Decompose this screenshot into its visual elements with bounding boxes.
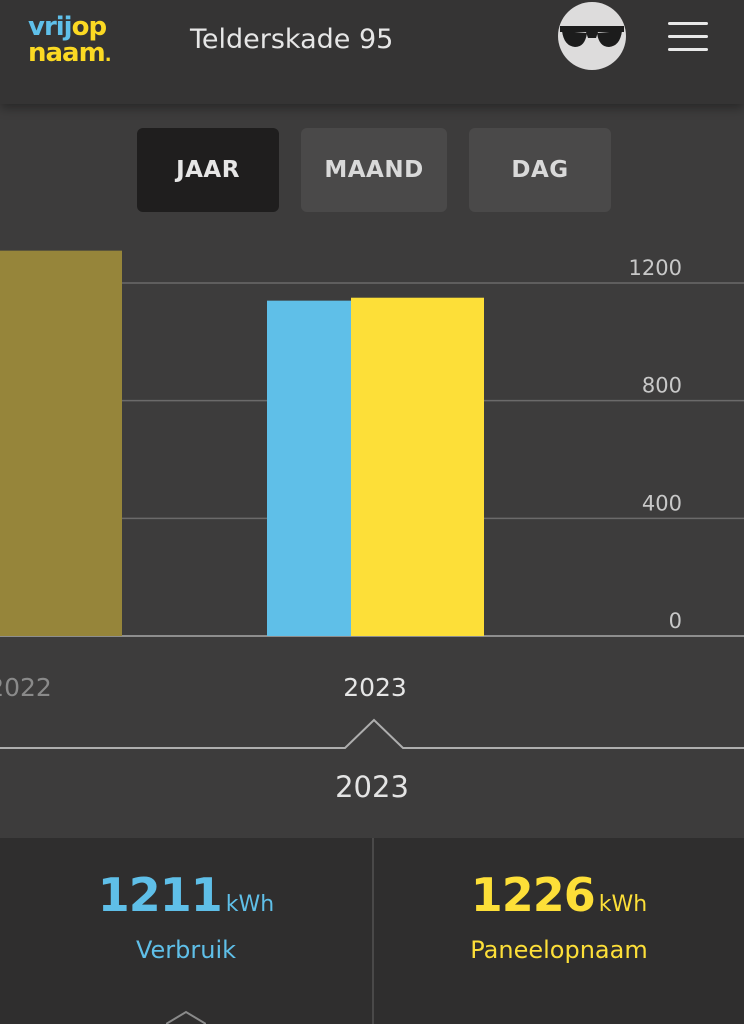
tab-dag[interactable]: DAG bbox=[469, 128, 611, 212]
profile-avatar-button[interactable] bbox=[558, 2, 626, 70]
bar-paneelopnaam-2022 bbox=[0, 250, 122, 636]
verbruik-label: Verbruik bbox=[135, 936, 237, 964]
paneelopnaam-label: Paneelopnaam bbox=[470, 936, 648, 964]
y-tick-label: 800 bbox=[642, 374, 682, 398]
timeline-pointer bbox=[0, 718, 744, 749]
stat-selected-caret-icon bbox=[166, 1010, 206, 1024]
stat-verbruik[interactable]: 1211 kWh Verbruik bbox=[0, 838, 372, 1024]
sunglasses-face-icon bbox=[560, 26, 624, 47]
stat-paneelopnaam[interactable]: 1226 kWh Paneelopnaam bbox=[374, 838, 744, 1024]
x-category-label-2023: 2023 bbox=[343, 673, 407, 702]
tab-maand[interactable]: MAAND bbox=[301, 128, 447, 212]
timeline-selector bbox=[0, 718, 744, 749]
logo-text-vrij: vrij bbox=[28, 12, 73, 42]
hamburger-menu-icon[interactable] bbox=[668, 22, 710, 52]
energy-bar-chart: 0 400 800 1200 2022 2023 bbox=[0, 250, 744, 702]
verbruik-value: 1211 bbox=[97, 868, 223, 922]
y-tick-label: 400 bbox=[642, 491, 682, 515]
paneelopnaam-unit: kWh bbox=[598, 892, 648, 917]
bar-verbruik-2023 bbox=[267, 300, 351, 636]
logo-text-op: op bbox=[71, 12, 107, 42]
bar-paneelopnaam-2023 bbox=[351, 297, 484, 636]
x-category-label-2022: 2022 bbox=[0, 673, 52, 702]
stats-divider bbox=[372, 838, 374, 1024]
tab-jaar[interactable]: JAAR bbox=[137, 128, 279, 212]
logo-dot: . bbox=[104, 45, 112, 66]
stats-panel: 1211 kWh Verbruik 1226 kWh Paneelopnaam bbox=[0, 838, 744, 1024]
logo-text-naam: naam bbox=[28, 38, 106, 68]
app-header: vrijop naam. Telderskade 95 bbox=[0, 0, 744, 104]
y-tick-label: 1200 bbox=[629, 256, 682, 280]
paneelopnaam-value: 1226 bbox=[470, 868, 596, 922]
verbruik-unit: kWh bbox=[225, 892, 275, 917]
brand-logo[interactable]: vrijop naam. bbox=[28, 12, 112, 69]
y-tick-label: 0 bbox=[669, 609, 682, 633]
address-title: Telderskade 95 bbox=[190, 24, 394, 55]
selected-period-label: 2023 bbox=[335, 770, 409, 804]
period-tabs: JAAR MAAND DAG bbox=[0, 128, 744, 212]
